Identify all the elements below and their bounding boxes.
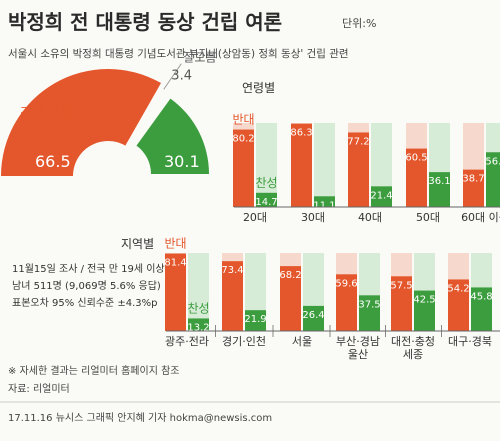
support-bar xyxy=(188,318,209,331)
category-label: 경기·인천 xyxy=(222,334,266,348)
unit-label: 단위:% xyxy=(342,17,376,30)
support-bar xyxy=(371,186,392,207)
region-bar-chart: 81.4 13.2 광주·전라 73.4 21.9 경기·인천 68.2 26.4 서울 59.6… xyxy=(164,237,500,361)
oppose-bar xyxy=(463,169,484,207)
category-label: 50대 xyxy=(416,211,440,224)
chart-title: 박정희 전 대통령 동상 건립 여론 xyxy=(8,10,282,34)
category-label: 세종 xyxy=(403,348,423,361)
support-slice-label: 찬성 xyxy=(173,130,197,145)
category-label: 울산 xyxy=(348,348,368,361)
oppose-bar xyxy=(348,132,369,207)
support-bar xyxy=(314,196,335,207)
oppose-slice xyxy=(1,68,162,176)
category-label: 60대 이상 xyxy=(461,211,500,224)
oppose-bar xyxy=(233,129,254,207)
oppose-value-label: 73.4 xyxy=(221,265,243,276)
support-value-label: 37.5 xyxy=(358,299,380,310)
support-series-label: 찬성 xyxy=(187,300,209,315)
category-label: 30대 xyxy=(301,211,325,224)
support-value-label: 21.4 xyxy=(370,190,392,201)
category-label: 대전·충청 xyxy=(391,335,435,348)
oppose-value-label: 77.2 xyxy=(347,136,369,147)
oppose-value-label: 54.2 xyxy=(447,283,469,294)
support-value-label: 42.5 xyxy=(413,295,435,306)
support-bar-track xyxy=(256,123,277,207)
support-slice-value: 30.1 xyxy=(164,152,200,171)
oppose-value-label: 68.2 xyxy=(279,270,301,281)
chart-subtitle: 서울시 소유의 박정희 대통령 기념도서관 부지내(상암동) 정희 동상' 건립… xyxy=(8,47,349,60)
support-bar xyxy=(245,310,266,331)
support-value-label: 26.4 xyxy=(302,310,324,321)
category-label: 서울 xyxy=(292,335,312,348)
oppose-value-label: 60.5 xyxy=(405,153,427,164)
support-value-label: 14.7 xyxy=(255,197,277,208)
support-slice xyxy=(136,98,209,174)
support-value-label: 21.9 xyxy=(244,314,266,325)
region-section-title: 지역별 xyxy=(121,237,154,251)
oppose-value-label: 59.6 xyxy=(335,278,357,289)
support-value-label: 56.7 xyxy=(485,156,500,167)
oppose-bar xyxy=(391,276,412,331)
oppose-value-label: 38.7 xyxy=(462,174,484,185)
support-value-label: 36.1 xyxy=(428,176,450,187)
support-bar-track xyxy=(371,123,392,207)
support-bar xyxy=(256,192,277,207)
category-label: 대구·경북 xyxy=(448,335,492,348)
oppose-bar xyxy=(222,261,243,331)
oppose-bar xyxy=(165,253,186,331)
survey-note-line1: 11월15일 조사 / 전국 만 19세 이상 xyxy=(12,263,165,275)
unknown-slice-label: 잘모름 xyxy=(183,51,216,65)
support-bar-track xyxy=(314,123,335,207)
support-value-label: 45.8 xyxy=(470,291,492,302)
survey-note-line2: 남녀 511명 (9,069명 5.6% 응답) xyxy=(12,280,161,292)
support-bar xyxy=(359,295,380,331)
category-label: 20대 xyxy=(243,211,267,224)
unknown-slice-value: 3.4 xyxy=(171,69,192,84)
support-bar xyxy=(414,290,435,331)
support-series-label: 찬성 xyxy=(255,175,277,190)
oppose-value-label: 80.2 xyxy=(232,134,254,145)
footer-source: 자료: 리얼미터 xyxy=(8,383,70,395)
oppose-bar xyxy=(336,274,357,331)
oppose-value-label: 86.3 xyxy=(290,128,312,139)
support-value-label: 13.2 xyxy=(187,322,209,333)
footer-note: ※ 자세한 결과는 리얼미터 홈페이지 참조 xyxy=(8,364,179,377)
support-value-label: 11.1 xyxy=(313,200,335,211)
oppose-value-label: 57.5 xyxy=(390,280,412,291)
survey-note-line3: 표본오차 95% 신뢰수준 ±4.3%p xyxy=(12,297,158,309)
support-bar xyxy=(303,305,324,331)
oppose-slice-label: 건립 반대 xyxy=(20,106,72,121)
oppose-series-label: 반대 xyxy=(164,237,186,251)
oppose-bar xyxy=(280,266,301,331)
unknown-leader-line xyxy=(163,63,182,90)
category-label: 부산·경남 xyxy=(336,335,380,348)
support-bar xyxy=(471,287,492,331)
overall-donut-chart: 건립 반대 66.5 잘모름 3.4 찬성 30.1 xyxy=(1,51,216,176)
support-bar-track xyxy=(188,253,209,331)
category-label: 광주·전라 xyxy=(165,335,209,348)
age-section-title: 연령별 xyxy=(242,81,275,95)
oppose-bar xyxy=(291,123,312,207)
support-bar xyxy=(486,152,500,207)
footer-credit: 17.11.16 뉴시스 그래픽 안지혜 기자 hokma@newsis.com xyxy=(8,412,272,424)
oppose-bar xyxy=(406,148,427,207)
oppose-bar xyxy=(448,279,469,331)
oppose-value-label: 81.4 xyxy=(164,258,186,269)
support-bar xyxy=(429,172,450,207)
category-label: 40대 xyxy=(358,211,382,224)
oppose-slice-value: 66.5 xyxy=(35,152,71,171)
oppose-series-label: 반대 xyxy=(232,113,254,127)
